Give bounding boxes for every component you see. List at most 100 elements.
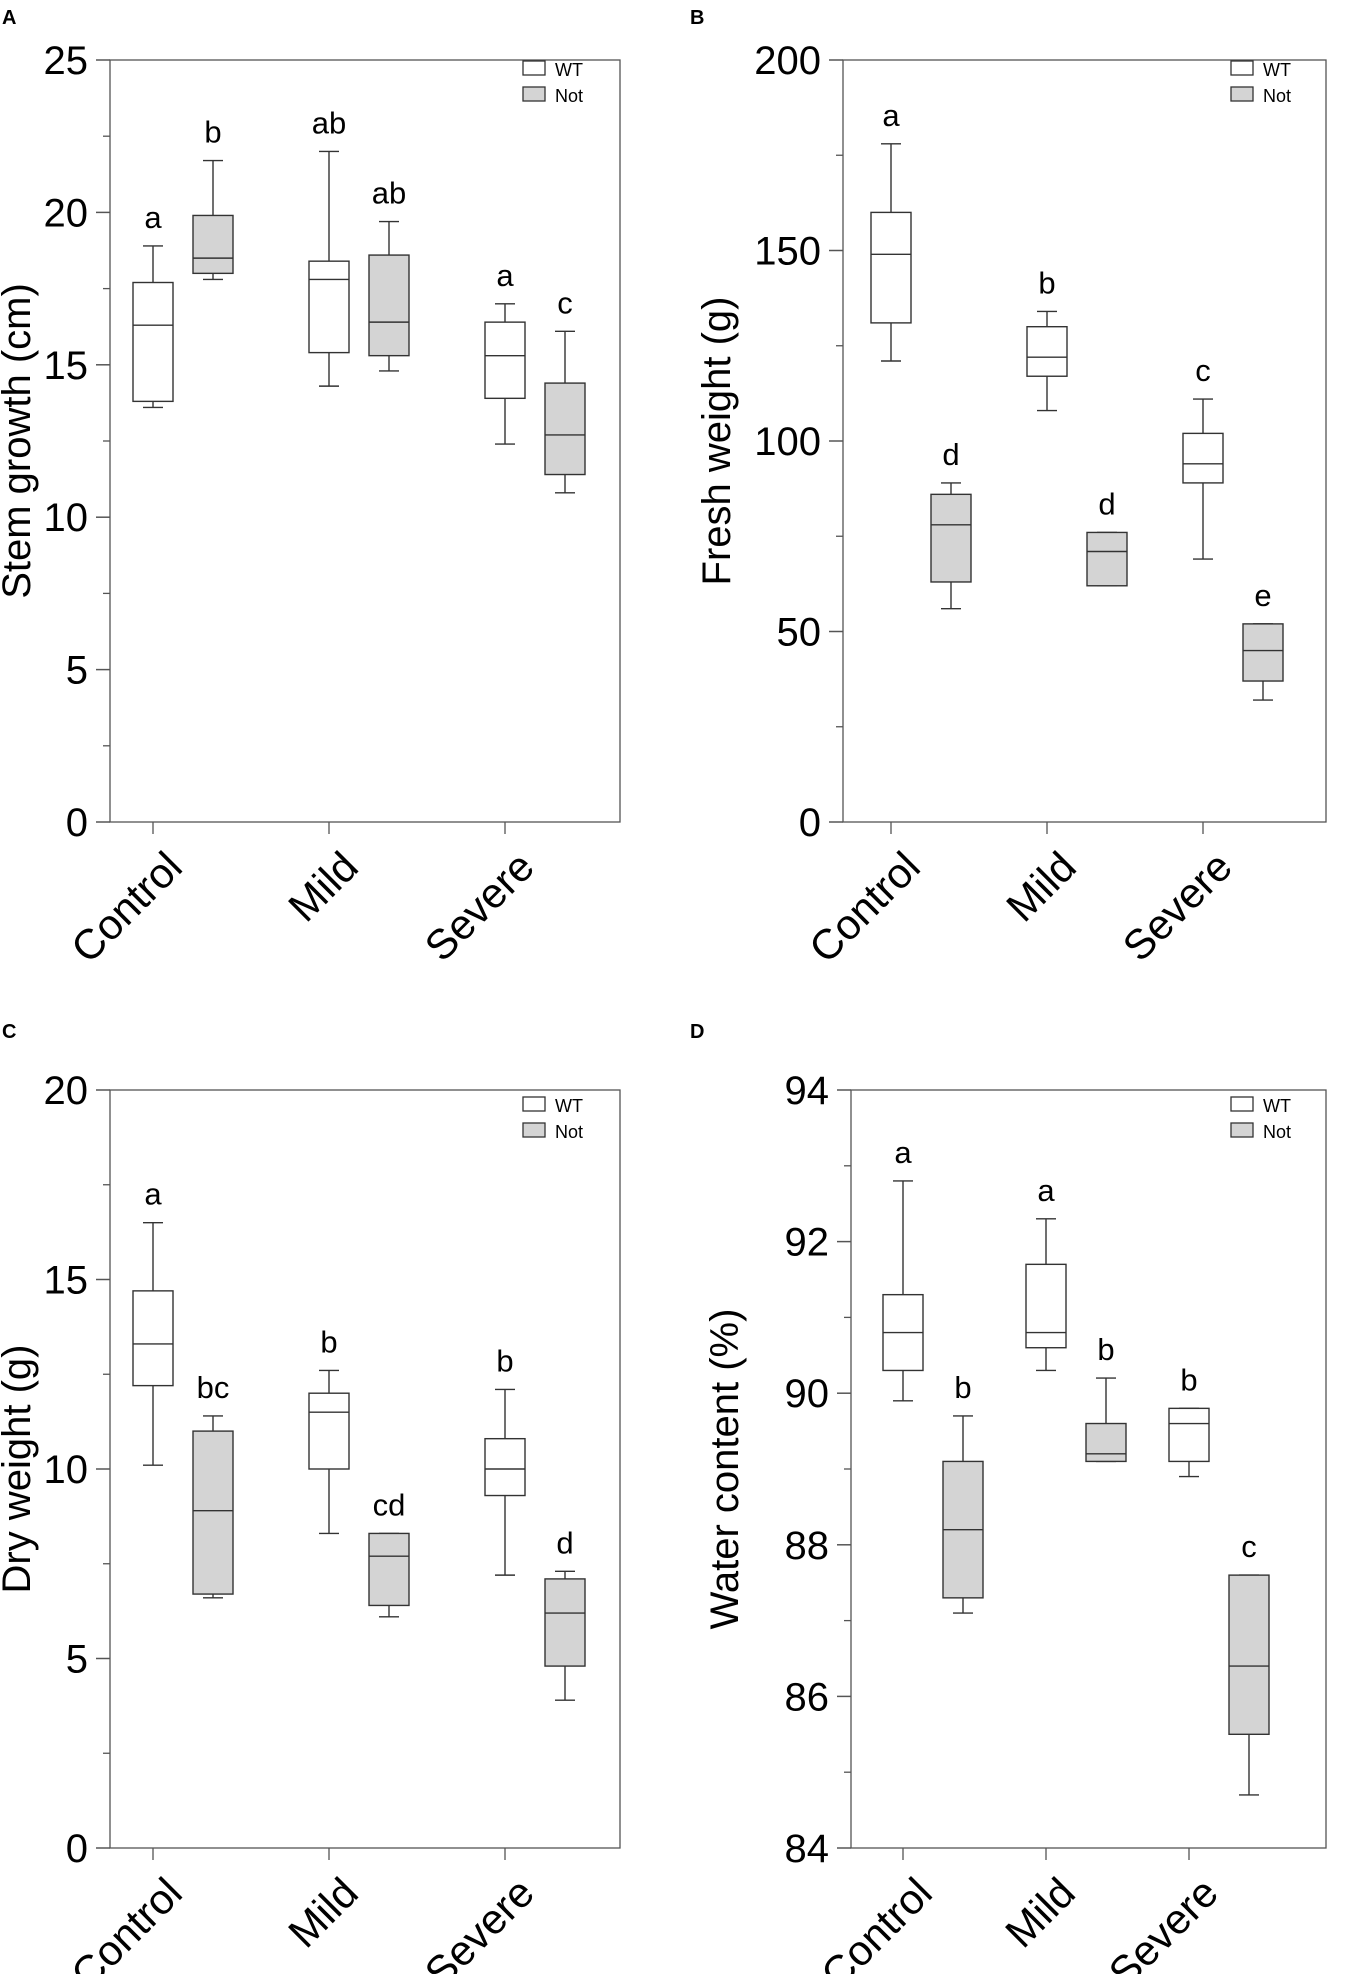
x-category-label: Severe [416, 843, 543, 970]
box-wt-mild: ab [308, 105, 350, 387]
y-tick-label: 94 [785, 1069, 830, 1113]
y-axis-label: Stem growth (cm) [0, 283, 39, 599]
significance-label: c [1241, 1529, 1257, 1564]
box-not-mild: cd [368, 1487, 410, 1618]
panel-d: D 84 86 88 90 92 94 Water content (%) WT Not Contr… [688, 1014, 1358, 1982]
box-wt-severe: c [1182, 353, 1224, 560]
significance-label: b [954, 1370, 971, 1405]
box-wt-control: a [870, 98, 912, 362]
chart-b: B 0 50 100 150 200 Fresh weight (g) WT Not Contro… [690, 7, 1327, 972]
box-iqr [192, 1430, 234, 1595]
legend-label: Not [1263, 1122, 1291, 1142]
box-iqr [1025, 1263, 1067, 1349]
plot-frame [109, 59, 621, 823]
y-tick-label: 25 [44, 39, 89, 83]
y-tick-label: 100 [754, 420, 821, 464]
chart-d: D 84 86 88 90 92 94 Water content (%) WT Not Contr… [690, 1021, 1327, 1982]
significance-label: b [320, 1324, 337, 1359]
significance-label: a [496, 258, 514, 293]
panel-letter: D [690, 1021, 704, 1043]
box-iqr [308, 1392, 350, 1470]
panel-c: C 0 5 10 15 20 Dry weight (g) WT Not Control a bc Mi… [0, 1014, 670, 1982]
significance-label: b [204, 115, 221, 150]
y-tick-label: 200 [754, 39, 821, 83]
y-tick-label: 0 [66, 1827, 88, 1871]
x-category-label: Control [62, 843, 191, 972]
box-not-severe: d [544, 1525, 586, 1701]
box-iqr [930, 493, 972, 583]
significance-label: d [1098, 486, 1115, 521]
x-category-label: Mild [996, 1869, 1084, 1957]
x-category-label: Control [812, 1869, 941, 1974]
box-wt-mild: b [308, 1324, 350, 1535]
box-iqr [870, 211, 912, 324]
y-tick-label: 10 [44, 496, 89, 540]
panel-a: A 0 5 10 15 20 25 Stem growth (cm) WT Not Control a… [0, 0, 670, 1005]
y-tick-label: 5 [66, 649, 88, 693]
y-tick-label: 20 [44, 1069, 89, 1113]
x-category-label: Severe [1114, 843, 1241, 970]
y-tick-label: 150 [754, 230, 821, 274]
box-not-control: d [930, 437, 972, 610]
legend-swatch [522, 1122, 546, 1138]
x-category-label: Severe [1100, 1869, 1227, 1974]
plot-frame [109, 1089, 621, 1849]
y-tick-label: 15 [44, 344, 89, 388]
box-not-control: b [192, 115, 234, 281]
significance-label: a [144, 200, 162, 235]
box-iqr [544, 382, 586, 476]
significance-label: b [496, 1343, 513, 1378]
box-not-severe: c [544, 285, 586, 494]
significance-label: a [894, 1135, 912, 1170]
legend-label: Not [1263, 86, 1291, 106]
box-iqr [1228, 1574, 1270, 1735]
plot-frame [842, 59, 1327, 823]
significance-label: e [1254, 578, 1271, 613]
box-wt-control: a [132, 1177, 174, 1466]
box-wt-control: a [132, 200, 174, 409]
significance-label: a [1037, 1173, 1055, 1208]
box-wt-severe: b [484, 1343, 526, 1576]
panel-letter: C [2, 1021, 16, 1043]
box-iqr [192, 214, 234, 275]
y-tick-label: 5 [66, 1638, 88, 1682]
legend-swatch [522, 60, 546, 76]
box-iqr [544, 1578, 586, 1667]
significance-label: b [1180, 1362, 1197, 1397]
x-category-label: Control [62, 1869, 191, 1974]
box-wt-severe: b [1168, 1362, 1210, 1478]
x-category-label: Severe [416, 1869, 543, 1974]
box-not-mild: ab [368, 176, 410, 372]
box-iqr [132, 281, 174, 403]
box-not-mild: b [1085, 1332, 1127, 1463]
legend-label: WT [1263, 60, 1291, 80]
box-wt-control: a [882, 1135, 924, 1402]
box-iqr [308, 260, 350, 354]
chart-c: C 0 5 10 15 20 Dry weight (g) WT Not Control a bc Mi… [0, 1021, 621, 1982]
box-iqr [1086, 531, 1128, 587]
y-tick-label: 84 [785, 1827, 830, 1871]
y-axis-label: Fresh weight (g) [695, 297, 739, 586]
box-iqr [1182, 432, 1224, 484]
box-iqr [1085, 1422, 1127, 1463]
significance-label: c [557, 285, 573, 320]
box-iqr [484, 1437, 526, 1497]
y-axis-label: Dry weight (g) [0, 1345, 39, 1594]
significance-label: a [144, 1177, 162, 1212]
box-iqr [1026, 326, 1068, 377]
legend-label: WT [1263, 1096, 1291, 1116]
significance-label: c [1195, 353, 1211, 388]
chart-a: A 0 5 10 15 20 25 Stem growth (cm) WT Not Control a… [0, 7, 621, 972]
significance-label: b [1038, 265, 1055, 300]
legend-label: WT [555, 60, 583, 80]
box-not-control: b [942, 1370, 984, 1614]
y-tick-label: 86 [785, 1675, 830, 1719]
y-tick-label: 20 [44, 191, 89, 235]
y-tick-label: 50 [777, 611, 822, 655]
y-tick-label: 0 [799, 801, 821, 845]
box-wt-severe: a [484, 258, 526, 445]
legend-swatch [522, 1096, 546, 1112]
y-tick-label: 0 [66, 801, 88, 845]
box-not-severe: c [1228, 1529, 1270, 1796]
box-iqr [484, 321, 526, 400]
